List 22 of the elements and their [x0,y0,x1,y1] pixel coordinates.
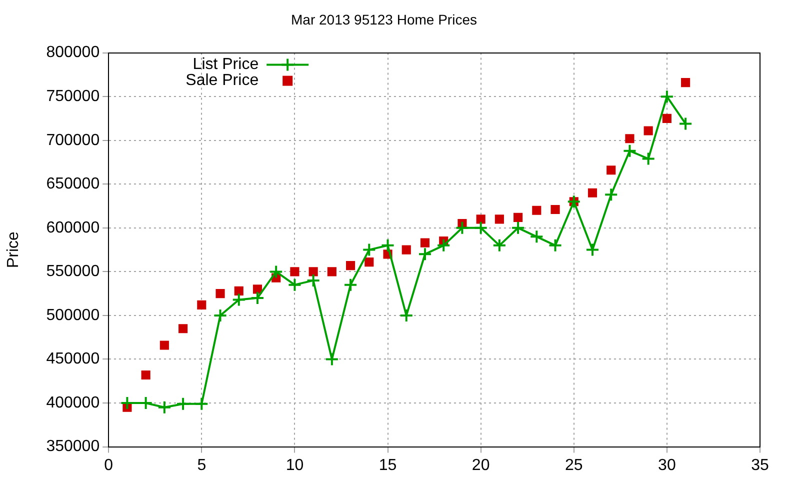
y-tick-label: 750000 [46,88,100,105]
x-tick-label: 35 [751,456,769,474]
x-tick-label: 25 [564,456,583,474]
x-tick-label: 20 [472,456,490,474]
y-tick-label: 500000 [46,306,100,324]
x-tick-label: 15 [378,456,397,474]
y-tick-label: 700000 [46,132,100,149]
x-tick-label: 0 [104,456,114,474]
x-tick-label: 5 [197,456,206,474]
y-tick-label: 650000 [46,176,100,193]
x-tick-label: 10 [286,456,304,474]
legend-label: List Price [192,56,259,74]
y-tick-label: 450000 [46,350,100,368]
y-tick-label: 400000 [46,394,100,412]
y-tick-label: 350000 [46,438,100,456]
x-tick-label: 30 [658,456,676,474]
y-tick-label: 800000 [46,44,100,62]
y-tick-label: 600000 [46,219,100,236]
y-tick-label: 550000 [46,263,100,280]
y-axis-title: Price [5,231,22,268]
legend-label: Sale Price [186,72,259,90]
chart-title: Mar 2013 95123 Home Prices [291,11,477,28]
